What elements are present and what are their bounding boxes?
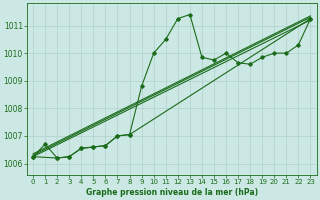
X-axis label: Graphe pression niveau de la mer (hPa): Graphe pression niveau de la mer (hPa) bbox=[86, 188, 258, 197]
